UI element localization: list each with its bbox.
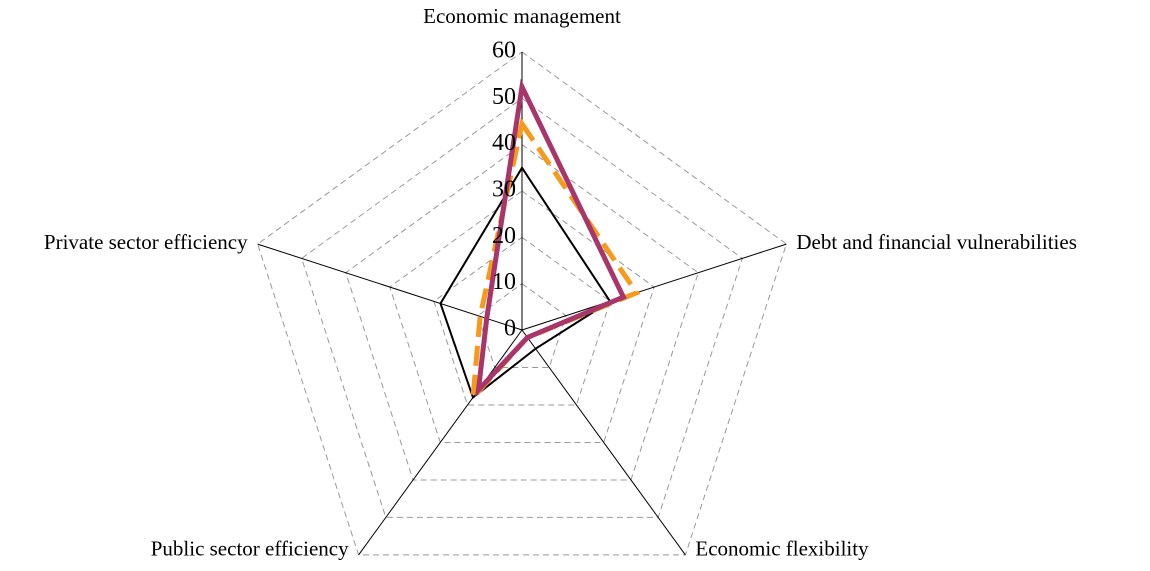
y-tick-label: 10 — [492, 269, 516, 295]
y-tick-label: 20 — [492, 223, 516, 249]
y-tick-label: 60 — [492, 38, 516, 64]
y-tick-label: 50 — [492, 84, 516, 110]
axis-line — [257, 243, 523, 331]
axis-line — [358, 329, 523, 556]
y-tick-label: 0 — [504, 316, 516, 342]
grid-line — [257, 51, 787, 556]
axis-line — [521, 243, 787, 331]
category-label: Public sector efficiency — [151, 537, 349, 561]
grid-line — [477, 283, 567, 368]
category-label: Private sector efficiency — [44, 230, 248, 254]
category-label: Economic flexibility — [695, 537, 869, 561]
category-label: Debt and financial vulnerabilities — [796, 230, 1077, 254]
series-line — [475, 78, 627, 398]
series-line — [439, 165, 612, 400]
y-tick-label: 30 — [492, 177, 516, 203]
y-tick-label: 40 — [492, 130, 516, 156]
grid-line — [345, 144, 699, 481]
category-label: Economic management — [423, 4, 621, 28]
axis-line — [521, 329, 686, 556]
grid-line — [389, 190, 655, 443]
grid-line — [301, 97, 743, 518]
